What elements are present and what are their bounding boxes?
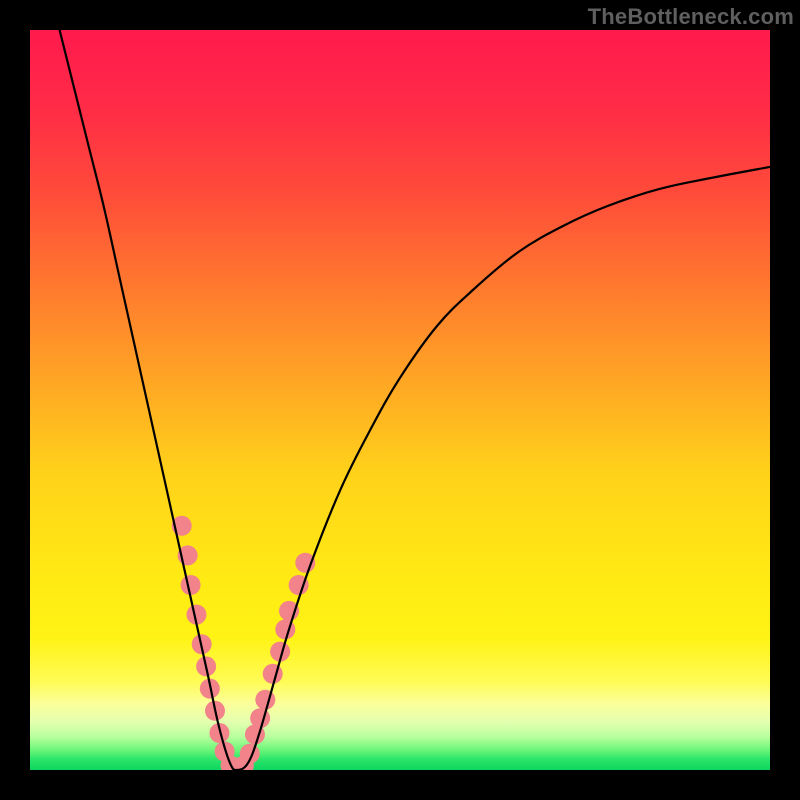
data-marker	[255, 690, 275, 710]
data-marker	[181, 575, 201, 595]
chart-canvas: TheBottleneck.com	[0, 0, 800, 800]
data-marker	[250, 708, 270, 728]
bottleneck-curve	[60, 30, 770, 770]
data-marker	[263, 664, 283, 684]
watermark-text: TheBottleneck.com	[588, 4, 794, 30]
curve-layer	[30, 30, 770, 770]
plot-area	[30, 30, 770, 770]
